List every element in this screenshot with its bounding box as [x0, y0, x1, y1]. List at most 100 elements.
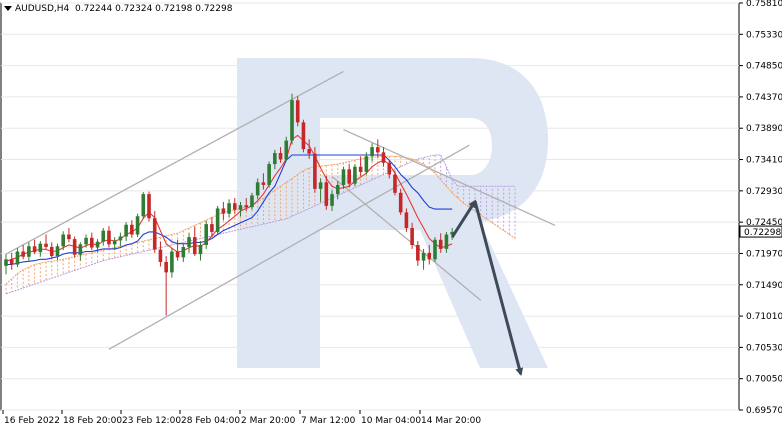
y-tick-label: 0.72930	[746, 187, 782, 197]
candle-body	[32, 246, 37, 253]
candle-body	[444, 234, 449, 249]
y-tick-label: 0.70050	[746, 375, 782, 385]
candle-body	[112, 240, 117, 245]
chart-header: AUDUSD,H4 0.72244 0.72324 0.72198 0.7229…	[4, 4, 232, 14]
y-tick-label: 0.75810	[746, 0, 782, 9]
candle-body	[370, 147, 374, 157]
candle-body	[192, 237, 197, 255]
candle-body	[135, 216, 140, 235]
candle-body	[404, 212, 409, 229]
x-tick-label: 10 Mar 04:00	[361, 416, 421, 426]
candle-body	[90, 237, 94, 248]
candle-body	[44, 243, 48, 247]
candle-body	[227, 203, 231, 214]
ohlc-values: 0.72244 0.72324 0.72198 0.72298	[75, 4, 233, 14]
y-tick-label: 0.74370	[746, 93, 782, 103]
candle-body	[381, 152, 386, 163]
candle-body	[181, 246, 186, 258]
candle-body	[353, 166, 357, 184]
candle-body	[27, 246, 31, 257]
candle-body	[358, 166, 363, 172]
x-tick-label: 28 Feb 04:00	[181, 416, 240, 426]
candle-body	[118, 236, 123, 241]
candle-body	[15, 251, 20, 265]
candle-body	[4, 259, 8, 266]
current-price-box	[739, 225, 782, 238]
candle-body	[393, 174, 397, 193]
candle-body	[318, 182, 323, 189]
candle-body	[273, 153, 277, 165]
symbol-label: AUDUSD,H4	[15, 4, 70, 14]
forecast-arrow	[473, 200, 524, 377]
candle-body	[164, 261, 168, 273]
candle-body	[250, 195, 254, 208]
candle-body	[215, 208, 220, 232]
channel-line	[5, 70, 344, 255]
candle-body	[9, 259, 14, 265]
candle-body	[21, 251, 25, 257]
channel-line	[343, 128, 556, 227]
candle-body	[49, 246, 54, 257]
candles	[4, 93, 454, 316]
candle-body	[347, 169, 351, 184]
candle-body	[61, 234, 65, 247]
forecast-arrow	[450, 199, 477, 238]
channel-lines	[5, 70, 556, 350]
candle-body	[324, 182, 329, 206]
y-tick-label: 0.71010	[746, 312, 782, 322]
candle-body	[141, 194, 146, 217]
candle-body	[221, 208, 226, 214]
candle-body	[204, 224, 208, 245]
x-tick-label: 14 Mar 20:00	[421, 416, 481, 426]
candle-body	[67, 234, 71, 240]
candle-body	[341, 169, 346, 185]
candle-body	[210, 224, 214, 232]
candle-body	[124, 224, 128, 237]
candle-body	[233, 203, 237, 210]
candle-body	[450, 231, 454, 235]
candle-body	[387, 162, 392, 175]
candle-body	[335, 184, 340, 195]
candle-body	[130, 224, 134, 235]
candle-body	[410, 228, 414, 245]
y-tick-label: 0.71970	[746, 249, 782, 259]
y-tick-label: 0.70530	[746, 343, 782, 353]
candle-body	[307, 149, 311, 154]
candle-body	[330, 194, 334, 206]
candle-body	[244, 205, 249, 208]
candle-body	[107, 230, 111, 245]
candle-body	[376, 147, 380, 153]
x-tick-label: 18 Feb 20:00	[63, 416, 122, 426]
candle-body	[433, 239, 437, 260]
candle-body	[267, 164, 271, 185]
candle-body	[416, 244, 420, 261]
y-tick-label: 0.72450	[746, 218, 782, 228]
candle-body	[278, 153, 283, 160]
candle-body	[421, 252, 426, 261]
forecast-arrows	[450, 199, 524, 377]
y-tick-label: 0.74850	[746, 62, 782, 72]
candle-body	[72, 239, 77, 255]
x-tick-label: 2 Mar 20:00	[241, 416, 296, 426]
x-tick-label: 16 Feb 2022	[4, 416, 60, 426]
y-tick-label: 0.73890	[746, 124, 782, 134]
current-price-label: 0.72298	[744, 228, 781, 238]
candle-body	[255, 182, 260, 196]
y-tick-label: 0.75330	[746, 30, 782, 40]
channel-line	[331, 175, 482, 301]
candle-body	[38, 243, 43, 253]
candle-body	[147, 194, 151, 219]
candle-body	[438, 239, 443, 249]
x-tick-label: 7 Mar 12:00	[301, 416, 356, 426]
candle-body	[158, 249, 163, 262]
candle-body	[78, 244, 83, 255]
dropdown-triangle-icon[interactable]	[4, 6, 12, 11]
y-tick-label: 0.71490	[746, 281, 782, 291]
candle-body	[55, 246, 60, 257]
candle-body	[284, 140, 289, 160]
y-tick-label: 0.73410	[746, 156, 782, 166]
candle-body	[295, 100, 300, 123]
candle-body	[398, 192, 403, 213]
